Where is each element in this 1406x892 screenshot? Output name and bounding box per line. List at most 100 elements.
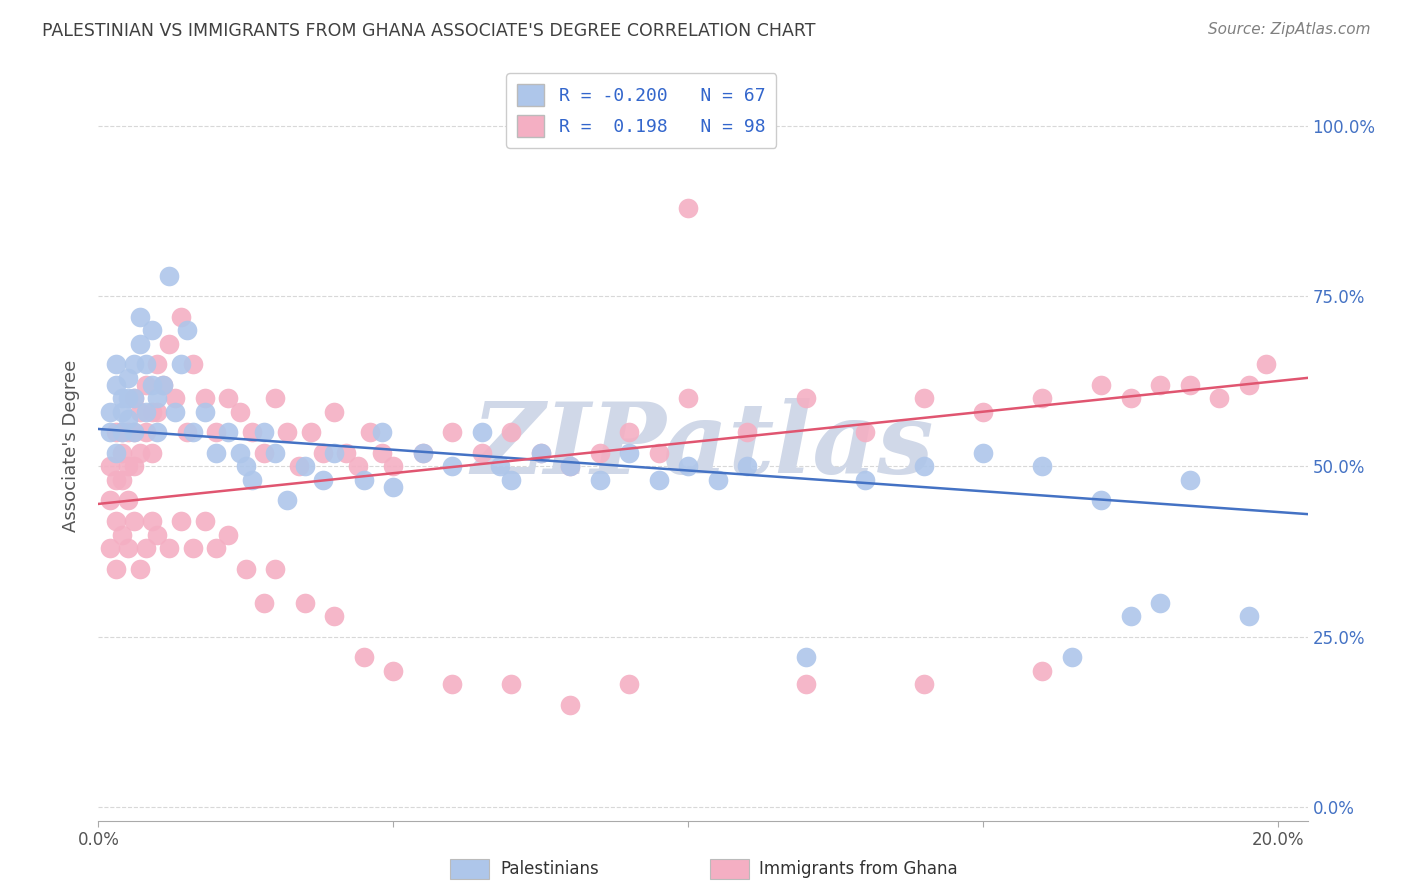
Point [105,473,128,487]
Point [135,377,157,392]
Point [98,541,121,556]
Point [217,425,239,440]
Point [370,446,392,460]
Point [111,425,134,440]
Point [853,473,876,487]
Point [111,425,134,440]
Point [1149,596,1171,610]
Point [98,405,121,419]
Point [1090,377,1112,392]
Point [181,541,204,556]
Text: ZIPatlas: ZIPatlas [472,398,934,494]
Point [111,392,134,406]
Point [323,446,346,460]
Point [98,425,121,440]
Point [619,425,641,440]
Point [152,377,174,392]
Point [128,446,150,460]
Point [972,446,994,460]
Point [382,480,405,494]
Point [157,336,180,351]
Point [794,677,817,691]
Point [353,473,375,487]
Point [1119,609,1142,624]
Point [235,459,257,474]
Point [288,459,311,474]
Point [157,541,180,556]
Point [141,446,163,460]
Point [501,425,523,440]
Point [128,405,150,419]
Point [122,425,145,440]
Point [98,493,121,508]
Point [252,446,274,460]
Point [205,425,228,440]
Point [530,446,553,460]
Legend: R = -0.200   N = 67, R =  0.198   N = 98: R = -0.200 N = 67, R = 0.198 N = 98 [506,73,776,148]
Point [122,425,145,440]
Point [1031,664,1053,678]
Point [252,596,274,610]
Point [264,446,287,460]
Point [1090,493,1112,508]
Text: PALESTINIAN VS IMMIGRANTS FROM GHANA ASSOCIATE'S DEGREE CORRELATION CHART: PALESTINIAN VS IMMIGRANTS FROM GHANA ASS… [42,22,815,40]
Point [105,446,128,460]
Point [794,650,817,665]
Point [560,459,582,474]
Point [217,392,239,406]
Text: Immigrants from Ghana: Immigrants from Ghana [759,860,957,878]
Point [128,561,150,575]
Point [229,446,252,460]
Point [530,446,553,460]
Point [194,514,217,528]
Point [589,446,612,460]
Point [912,392,935,406]
Point [170,310,193,324]
Point [141,323,163,337]
Point [382,459,405,474]
Point [146,405,169,419]
Point [122,392,145,406]
Point [678,392,700,406]
Point [122,514,145,528]
Point [560,698,582,712]
Point [105,425,128,440]
Point [972,405,994,419]
Point [194,405,217,419]
Point [240,473,263,487]
Point [276,425,298,440]
Point [176,425,198,440]
Point [501,473,523,487]
Point [194,392,217,406]
Point [181,357,204,371]
Point [176,323,198,337]
Point [912,459,935,474]
Point [135,541,157,556]
Point [117,371,139,385]
Point [912,677,935,691]
Point [1060,650,1083,665]
Point [1149,377,1171,392]
Point [105,357,128,371]
Point [146,527,169,541]
Point [128,310,150,324]
Point [853,425,876,440]
Point [264,561,287,575]
Point [794,392,817,406]
Point [1119,392,1142,406]
Point [311,446,333,460]
Y-axis label: Associate's Degree: Associate's Degree [62,359,80,533]
Point [217,527,239,541]
Point [235,561,257,575]
Point [146,357,169,371]
Point [135,405,157,419]
Point [152,377,174,392]
Point [1178,377,1201,392]
Point [299,425,322,440]
Point [146,425,169,440]
Point [117,425,139,440]
Point [589,473,612,487]
Point [111,405,134,419]
Point [382,664,405,678]
Point [122,392,145,406]
